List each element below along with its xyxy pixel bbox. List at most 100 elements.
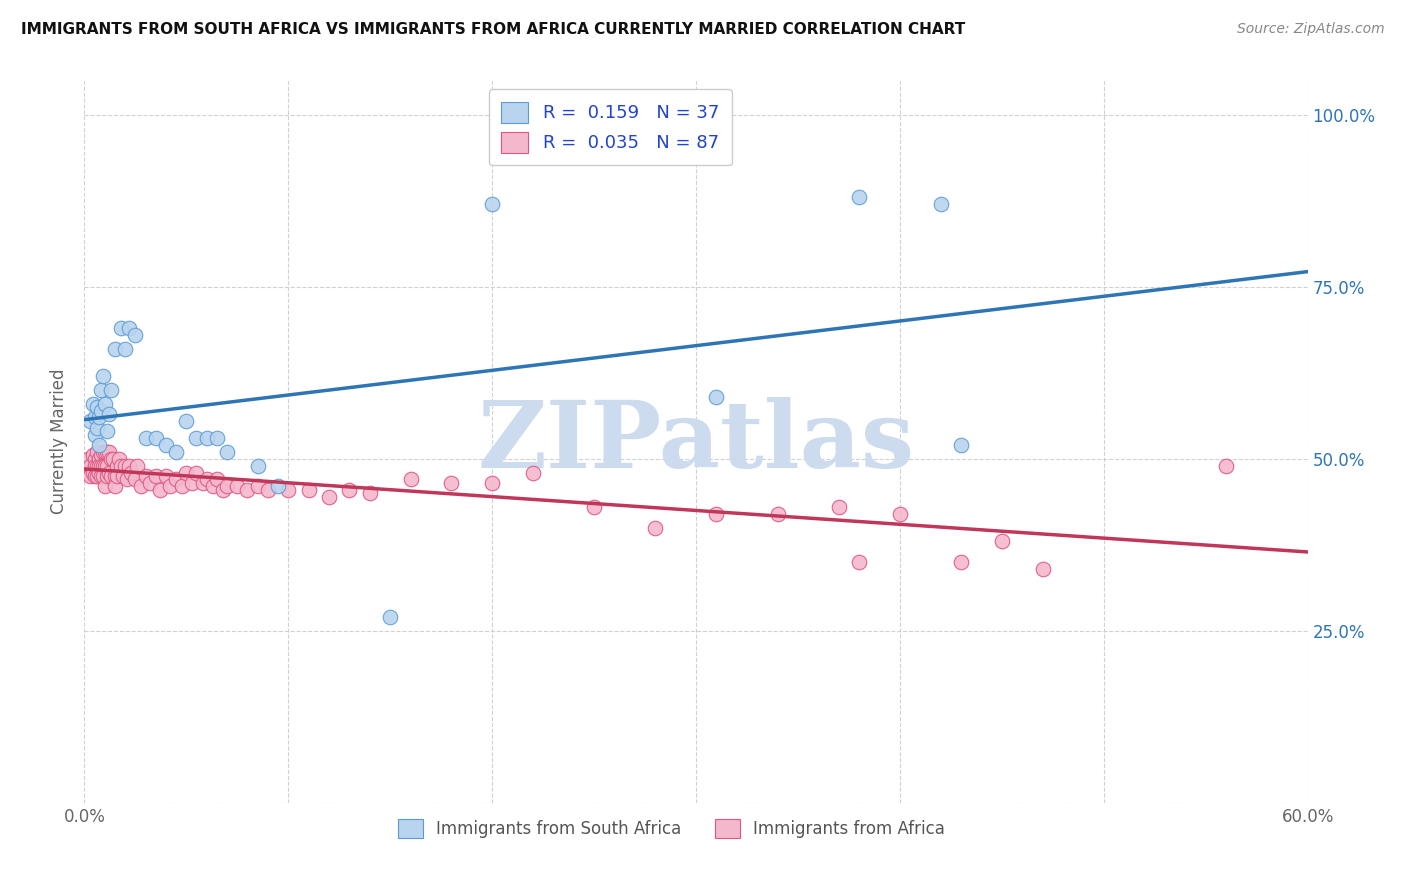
Point bbox=[246, 458, 269, 473]
Point bbox=[90, 448, 112, 462]
Point bbox=[339, 483, 361, 497]
Point bbox=[186, 466, 208, 480]
Point bbox=[105, 458, 128, 473]
Point bbox=[87, 451, 110, 466]
Point bbox=[97, 407, 120, 421]
Point bbox=[522, 466, 544, 480]
Point bbox=[950, 438, 973, 452]
Point bbox=[110, 321, 132, 335]
Point bbox=[90, 403, 112, 417]
Point bbox=[86, 469, 108, 483]
Point bbox=[181, 475, 204, 490]
Point bbox=[91, 469, 114, 483]
Point bbox=[481, 197, 503, 211]
Point bbox=[159, 479, 181, 493]
Point bbox=[174, 466, 197, 480]
Point bbox=[120, 466, 142, 480]
Point bbox=[82, 466, 104, 480]
Point bbox=[83, 451, 105, 466]
Legend: Immigrants from South Africa, Immigrants from Africa: Immigrants from South Africa, Immigrants… bbox=[391, 813, 952, 845]
Point bbox=[87, 438, 110, 452]
Point bbox=[118, 458, 141, 473]
Point bbox=[929, 197, 952, 211]
Point bbox=[90, 469, 112, 483]
Point bbox=[174, 414, 197, 428]
Point bbox=[318, 490, 340, 504]
Point bbox=[226, 479, 249, 493]
Point bbox=[100, 451, 122, 466]
Point bbox=[97, 466, 120, 480]
Point bbox=[82, 448, 104, 462]
Point bbox=[87, 466, 110, 480]
Point bbox=[93, 458, 115, 473]
Point bbox=[75, 466, 97, 480]
Point bbox=[124, 472, 146, 486]
Point bbox=[149, 483, 172, 497]
Point bbox=[165, 472, 187, 486]
Point bbox=[155, 469, 177, 483]
Point bbox=[277, 483, 299, 497]
Point bbox=[124, 327, 146, 342]
Point bbox=[82, 397, 104, 411]
Point bbox=[91, 445, 114, 459]
Point bbox=[246, 479, 269, 493]
Point bbox=[79, 469, 101, 483]
Point bbox=[110, 458, 132, 473]
Point bbox=[145, 469, 167, 483]
Point bbox=[359, 486, 381, 500]
Point bbox=[104, 479, 127, 493]
Point bbox=[1032, 562, 1054, 576]
Point bbox=[201, 479, 224, 493]
Point bbox=[991, 534, 1014, 549]
Point bbox=[127, 458, 149, 473]
Point bbox=[86, 400, 108, 414]
Point bbox=[217, 445, 239, 459]
Point bbox=[83, 427, 105, 442]
Y-axis label: Currently Married: Currently Married bbox=[49, 368, 67, 515]
Point bbox=[186, 431, 208, 445]
Point bbox=[1215, 458, 1237, 473]
Point bbox=[298, 483, 321, 497]
Point bbox=[86, 421, 108, 435]
Point bbox=[145, 431, 167, 445]
Point bbox=[112, 469, 135, 483]
Point bbox=[93, 397, 115, 411]
Point bbox=[93, 445, 115, 459]
Point bbox=[706, 390, 728, 404]
Point bbox=[83, 458, 105, 473]
Point bbox=[87, 458, 110, 473]
Point bbox=[96, 424, 118, 438]
Point bbox=[108, 451, 131, 466]
Point bbox=[481, 475, 503, 490]
Point bbox=[828, 500, 851, 514]
Point bbox=[583, 500, 606, 514]
Point bbox=[155, 438, 177, 452]
Point bbox=[114, 458, 136, 473]
Point bbox=[93, 479, 115, 493]
Point bbox=[848, 555, 870, 569]
Point bbox=[90, 383, 112, 397]
Point bbox=[889, 507, 911, 521]
Point bbox=[172, 479, 194, 493]
Point bbox=[104, 469, 127, 483]
Point bbox=[77, 451, 100, 466]
Point bbox=[104, 342, 127, 356]
Point bbox=[96, 469, 118, 483]
Text: ZIPatlas: ZIPatlas bbox=[478, 397, 914, 486]
Point bbox=[257, 483, 280, 497]
Point bbox=[165, 445, 187, 459]
Point bbox=[212, 483, 235, 497]
Point bbox=[138, 475, 160, 490]
Point bbox=[86, 458, 108, 473]
Point bbox=[105, 469, 128, 483]
Point bbox=[79, 458, 101, 473]
Point bbox=[91, 369, 114, 384]
Text: Source: ZipAtlas.com: Source: ZipAtlas.com bbox=[1237, 22, 1385, 37]
Point bbox=[706, 507, 728, 521]
Point bbox=[131, 479, 153, 493]
Point bbox=[440, 475, 463, 490]
Point bbox=[191, 475, 214, 490]
Point bbox=[86, 445, 108, 459]
Point bbox=[79, 414, 101, 428]
Point bbox=[96, 445, 118, 459]
